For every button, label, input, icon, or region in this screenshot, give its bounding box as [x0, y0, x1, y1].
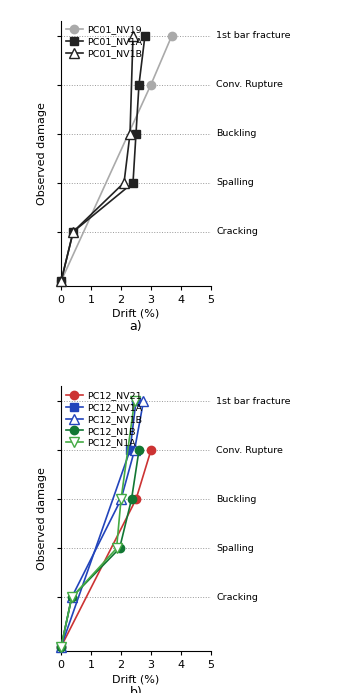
PC12_NV1B: [70, 593, 74, 602]
PC01_NV19: [149, 80, 153, 89]
PC12_N1A: [59, 642, 63, 651]
PC01_NV1B: [128, 130, 132, 138]
PC12_N1B: [118, 544, 122, 552]
Text: Cracking: Cracking: [216, 593, 258, 602]
Line: PC12_NV21: PC12_NV21: [57, 446, 155, 651]
PC12_NV1B: [133, 446, 137, 455]
PC12_NV1A: [128, 446, 132, 455]
PC12_NV21: [134, 495, 138, 504]
Line: PC01_NV1B: PC01_NV1B: [56, 30, 138, 286]
Legend: PC12_NV21, PC12_NV1A, PC12_NV1B, PC12_N1B, PC12_N1A: PC12_NV21, PC12_NV1A, PC12_NV1B, PC12_N1…: [64, 389, 144, 449]
PC01_NV19: [170, 31, 174, 40]
Y-axis label: Observed damage: Observed damage: [37, 102, 47, 204]
PC12_N1A: [70, 593, 74, 602]
PC01_NV1B: [131, 31, 135, 40]
Text: Conv. Rupture: Conv. Rupture: [216, 446, 283, 455]
PC01_NV1A: [131, 179, 135, 187]
PC12_NV1A: [134, 397, 138, 405]
Text: Buckling: Buckling: [216, 129, 257, 138]
Line: PC12_N1A: PC12_N1A: [56, 396, 139, 651]
X-axis label: Drift (%): Drift (%): [113, 309, 159, 319]
PC01_NV1A: [59, 277, 63, 285]
PC12_N1B: [130, 495, 134, 504]
PC01_NV1B: [71, 227, 75, 236]
PC12_NV1B: [59, 642, 63, 651]
Text: Spalling: Spalling: [216, 544, 254, 553]
PC01_NV1B: [59, 277, 63, 285]
PC12_N1A: [115, 544, 119, 552]
Line: PC01_NV1A: PC01_NV1A: [57, 31, 149, 285]
Text: b): b): [130, 686, 142, 693]
PC12_NV21: [59, 642, 63, 651]
Text: 1st bar fracture: 1st bar fracture: [216, 396, 291, 405]
PC01_NV1A: [137, 80, 141, 89]
PC01_NV1A: [71, 227, 75, 236]
PC12_N1A: [133, 397, 137, 405]
Text: Conv. Rupture: Conv. Rupture: [216, 80, 283, 89]
Text: Spalling: Spalling: [216, 178, 254, 187]
PC12_NV1A: [59, 642, 63, 651]
Text: 1st bar fracture: 1st bar fracture: [216, 31, 291, 40]
Legend: PC01_NV19, PC01_NV1A, PC01_NV1B: PC01_NV19, PC01_NV1A, PC01_NV1B: [64, 24, 144, 60]
Line: PC01_NV19: PC01_NV19: [57, 31, 176, 285]
Text: Buckling: Buckling: [216, 495, 257, 504]
Text: Cracking: Cracking: [216, 227, 258, 236]
PC12_N1B: [70, 593, 74, 602]
PC12_NV1B: [119, 495, 123, 504]
PC12_NV1B: [141, 397, 146, 405]
Y-axis label: Observed damage: Observed damage: [37, 468, 47, 570]
PC12_N1B: [137, 446, 141, 455]
PC01_NV1B: [122, 179, 126, 187]
PC12_NV21: [149, 446, 153, 455]
PC12_N1B: [59, 642, 63, 651]
PC01_NV19: [59, 277, 63, 285]
PC01_NV1A: [134, 130, 138, 138]
PC01_NV1A: [143, 31, 147, 40]
X-axis label: Drift (%): Drift (%): [113, 674, 159, 685]
Line: PC12_N1B: PC12_N1B: [57, 446, 143, 651]
PC12_N1A: [119, 495, 123, 504]
Line: PC12_NV1B: PC12_NV1B: [56, 396, 148, 651]
Line: PC12_NV1A: PC12_NV1A: [57, 397, 140, 651]
Text: a): a): [130, 320, 142, 333]
